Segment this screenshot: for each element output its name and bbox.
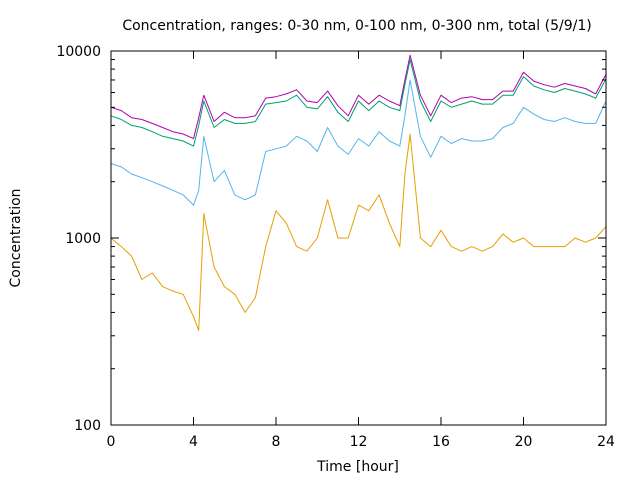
y-tick-label: 100: [74, 418, 101, 434]
chart-title: Concentration, ranges: 0-30 nm, 0-100 nm…: [122, 18, 591, 34]
x-axis-label: Time [hour]: [316, 459, 399, 475]
x-tick-label: 16: [432, 434, 450, 450]
y-axis-label: Concentration: [8, 188, 24, 287]
x-tick-label: 24: [597, 434, 615, 450]
series-line-1: [110, 54, 607, 140]
axis-ticks: 0 4 8 12 16 20 24 100 1000 10000: [56, 44, 615, 450]
plot-series: [110, 54, 607, 331]
x-tick-label: 20: [515, 434, 533, 450]
x-tick-label: 8: [272, 434, 281, 450]
series-line-4: [110, 133, 607, 331]
plot-frame: [110, 50, 607, 426]
series-line-2: [110, 59, 607, 147]
y-tick-label: 10000: [56, 44, 101, 60]
x-tick-label: 0: [107, 434, 116, 450]
series-line-3: [110, 79, 607, 206]
x-tick-label: 12: [350, 434, 368, 450]
y-tick-label: 1000: [65, 231, 101, 247]
x-tick-label: 4: [189, 434, 198, 450]
